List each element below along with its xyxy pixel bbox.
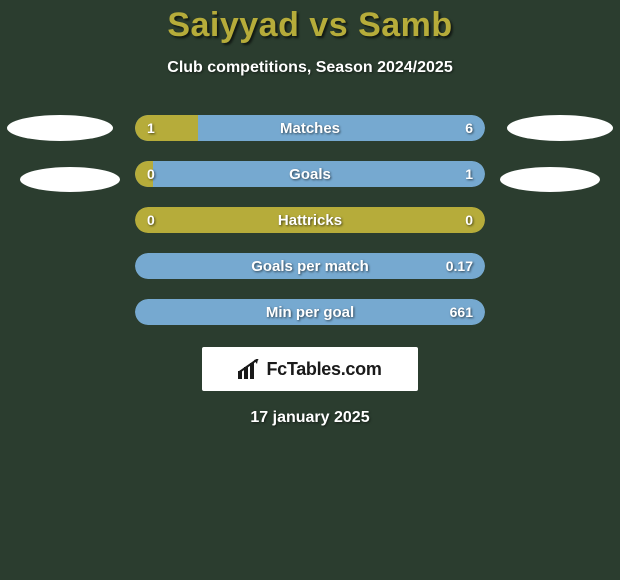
fctables-bars-icon <box>238 359 262 379</box>
stat-value-right: 0.17 <box>446 253 473 279</box>
stat-value-left: 0 <box>147 207 155 233</box>
stat-bar: Goals0 1 <box>135 161 485 187</box>
stat-label: Hattricks <box>135 207 485 233</box>
stat-bar: Matches1 6 <box>135 115 485 141</box>
player-left-avatar-placeholder-1 <box>7 115 113 141</box>
stat-value-right: 6 <box>465 115 473 141</box>
logo: FcTables.com <box>238 359 381 380</box>
date-label: 17 january 2025 <box>0 409 620 427</box>
page-subtitle: Club competitions, Season 2024/2025 <box>0 59 620 77</box>
stat-value-right: 661 <box>450 299 473 325</box>
player-right-avatar-placeholder-1 <box>507 115 613 141</box>
stat-value-right: 1 <box>465 161 473 187</box>
stat-value-right: 0 <box>465 207 473 233</box>
stat-bar: Hattricks0 0 <box>135 207 485 233</box>
stat-label: Min per goal <box>135 299 485 325</box>
comparison-section: Matches16Goals01Hattricks00Goals per mat… <box>0 115 620 427</box>
comparison-bars: Matches16Goals01Hattricks00Goals per mat… <box>135 115 485 325</box>
player-left-avatar-placeholder-2 <box>20 167 120 192</box>
page-title: Saiyyad vs Samb <box>0 6 620 45</box>
stat-label: Matches <box>135 115 485 141</box>
stat-label: Goals <box>135 161 485 187</box>
stat-label: Goals per match <box>135 253 485 279</box>
page-root: Saiyyad vs Samb Club competitions, Seaso… <box>0 0 620 427</box>
stat-bar: Goals per match0.17 <box>135 253 485 279</box>
stat-value-left: 1 <box>147 115 155 141</box>
player-right-avatar-placeholder-2 <box>500 167 600 192</box>
logo-box: FcTables.com <box>202 347 418 391</box>
logo-text: FcTables.com <box>266 359 381 380</box>
stat-bar: Min per goal661 <box>135 299 485 325</box>
stat-value-left: 0 <box>147 161 155 187</box>
